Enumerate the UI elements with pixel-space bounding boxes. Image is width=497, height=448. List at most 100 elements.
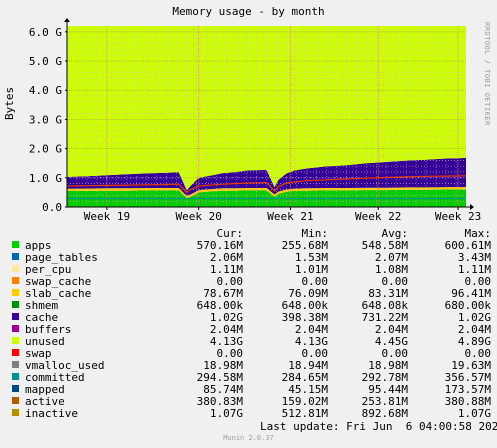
legend-row-swap: swap 0.00 0.00 0.00 0.00 bbox=[0, 347, 497, 360]
legend-row-shmem: shmem 648.00k 648.00k 648.08k 680.00k bbox=[0, 299, 497, 312]
legend-swatch bbox=[12, 301, 19, 308]
legend-value-max: 380.88M bbox=[444, 395, 491, 408]
legend-row-vmalloc_used: vmalloc_used 18.98M 18.94M 18.98M 19.63M bbox=[0, 359, 497, 372]
legend-row-swap_cache: swap_cache 0.00 0.00 0.00 0.00 bbox=[0, 275, 497, 288]
y-tick-label: 0.0 bbox=[42, 201, 62, 214]
legend-value-max: 19.63M bbox=[451, 359, 491, 372]
legend-swatch bbox=[12, 265, 19, 272]
legend-value-avg: 731.22M bbox=[361, 311, 408, 324]
legend-value-min: 76.09M bbox=[288, 287, 328, 300]
legend-value-min: 1.01M bbox=[294, 263, 328, 276]
legend-value-cur: 18.98M bbox=[203, 359, 243, 372]
legend-row-mapped: mapped 85.74M 45.15M 95.44M 173.57M bbox=[0, 383, 497, 396]
legend-swatch bbox=[12, 253, 19, 260]
x-tick-label: Week 21 bbox=[267, 210, 313, 223]
legend-value-min: 45.15M bbox=[288, 383, 328, 396]
legend-value-avg: 2.04M bbox=[374, 323, 408, 336]
legend-value-cur: 1.02G bbox=[209, 311, 243, 324]
legend-value-min: 512.81M bbox=[281, 407, 328, 420]
legend-swatch bbox=[12, 289, 19, 296]
legend-value-max: 173.57M bbox=[444, 383, 491, 396]
legend-row-slab_cache: slab_cache 78.67M 76.09M 83.31M 96.41M bbox=[0, 287, 497, 300]
x-tick-label: Week 23 bbox=[435, 210, 481, 223]
legend-value-min: 255.68M bbox=[281, 239, 328, 252]
legend-label: apps bbox=[25, 239, 52, 252]
y-tick-label: 3.0 G bbox=[29, 113, 62, 126]
legend-value-min: 2.04M bbox=[294, 323, 328, 336]
line-inactive bbox=[66, 175, 467, 194]
legend-value-cur: 2.04M bbox=[209, 323, 243, 336]
rrdtool-credit: RRDTOOL / TOBI OETIKER bbox=[483, 22, 491, 126]
legend-header-cur: Cur: bbox=[216, 227, 244, 240]
legend-value-max: 0.00 bbox=[464, 275, 492, 288]
legend-label: committed bbox=[25, 371, 85, 384]
legend-value-max: 680.00k bbox=[444, 299, 491, 312]
legend-label: inactive bbox=[25, 407, 78, 420]
legend-value-cur: 380.83M bbox=[196, 395, 243, 408]
chart-title: Memory usage - by month bbox=[172, 5, 325, 18]
x-tick-label: Week 20 bbox=[175, 210, 221, 223]
legend-value-min: 648.00k bbox=[281, 299, 328, 312]
legend-value-avg: 253.81M bbox=[361, 395, 408, 408]
legend-label: cache bbox=[25, 311, 59, 324]
legend-label: active bbox=[25, 395, 65, 408]
legend-swatch bbox=[12, 325, 19, 332]
legend-swatch bbox=[12, 373, 19, 380]
legend-value-min: 398.38M bbox=[281, 311, 328, 324]
legend-value-max: 600.61M bbox=[444, 239, 491, 252]
legend-header-avg: Avg: bbox=[381, 227, 409, 240]
legend-value-cur: 4.13G bbox=[209, 335, 243, 348]
legend-label: swap bbox=[25, 347, 52, 360]
legend-value-max: 4.89G bbox=[457, 335, 491, 348]
legend-value-max: 2.04M bbox=[457, 323, 491, 336]
legend-value-avg: 4.45G bbox=[374, 335, 408, 348]
legend-value-max: 96.41M bbox=[451, 287, 491, 300]
legend-value-max: 3.43M bbox=[457, 251, 491, 264]
legend-value-avg: 1.08M bbox=[374, 263, 408, 276]
legend-row-per_cpu: per_cpu 1.11M 1.01M 1.08M 1.11M bbox=[0, 263, 497, 276]
legend-value-max: 1.02G bbox=[457, 311, 491, 324]
legend-label: swap_cache bbox=[25, 275, 92, 288]
legend-value-avg: 0.00 bbox=[381, 275, 409, 288]
legend-row-cache: cache 1.02G 398.38M 731.22M 1.02G bbox=[0, 311, 497, 324]
legend-row-active: active 380.83M 159.02M 253.81M 380.88M bbox=[0, 395, 497, 408]
legend-value-cur: 294.58M bbox=[196, 371, 243, 384]
legend-value-min: 18.94M bbox=[288, 359, 328, 372]
plot-area: 0.0 1.0 G 2.0 G 3.0 G 4.0 G 5.0 G 6.0 G Week 19… bbox=[29, 18, 481, 223]
legend-row-inactive: inactive 1.07G 512.81M 892.68M 1.07G bbox=[0, 407, 497, 420]
legend-swatch bbox=[12, 409, 19, 416]
legend-value-avg: 18.98M bbox=[368, 359, 408, 372]
legend-row-apps: apps 570.16M 255.68M 548.58M 600.61M bbox=[0, 239, 497, 252]
legend-value-max: 0.00 bbox=[464, 347, 492, 360]
legend-label: unused bbox=[25, 335, 65, 348]
legend-value-avg: 2.07M bbox=[374, 251, 408, 264]
legend-row-page_tables: page_tables 2.06M 1.53M 2.07M 3.43M bbox=[0, 251, 497, 264]
legend-value-max: 1.11M bbox=[457, 263, 491, 276]
x-axis-arrow bbox=[470, 204, 474, 210]
legend-row-committed: committed 294.58M 284.65M 292.78M 356.57M bbox=[0, 371, 497, 384]
legend-swatch bbox=[12, 397, 19, 404]
legend-swatch bbox=[12, 277, 19, 284]
y-tick-label: 4.0 G bbox=[29, 84, 62, 97]
legend-header: Cur: Min: Avg: Max: bbox=[0, 227, 497, 240]
legend-swatch bbox=[12, 361, 19, 368]
legend-value-cur: 1.07G bbox=[209, 407, 243, 420]
legend-value-cur: 78.67M bbox=[203, 287, 243, 300]
legend-value-cur: 648.00k bbox=[196, 299, 243, 312]
legend-value-min: 284.65M bbox=[281, 371, 328, 384]
legend-swatch bbox=[12, 313, 19, 320]
y-tick-label: 5.0 G bbox=[29, 55, 62, 68]
legend-swatch bbox=[12, 349, 19, 356]
legend-value-cur: 1.11M bbox=[209, 263, 243, 276]
munin-version: Munin 2.0.37 bbox=[223, 434, 274, 442]
legend-swatch bbox=[12, 241, 19, 248]
legend-value-min: 1.53M bbox=[294, 251, 328, 264]
legend-value-cur: 2.06M bbox=[209, 251, 243, 264]
y-axis-arrow bbox=[64, 18, 70, 22]
legend-value-min: 159.02M bbox=[281, 395, 328, 408]
legend-value-avg: 83.31M bbox=[368, 287, 408, 300]
legend-value-min: 0.00 bbox=[301, 347, 329, 360]
legend-label: buffers bbox=[25, 323, 72, 336]
legend-label: shmem bbox=[25, 299, 59, 312]
legend-value-cur: 0.00 bbox=[216, 275, 244, 288]
